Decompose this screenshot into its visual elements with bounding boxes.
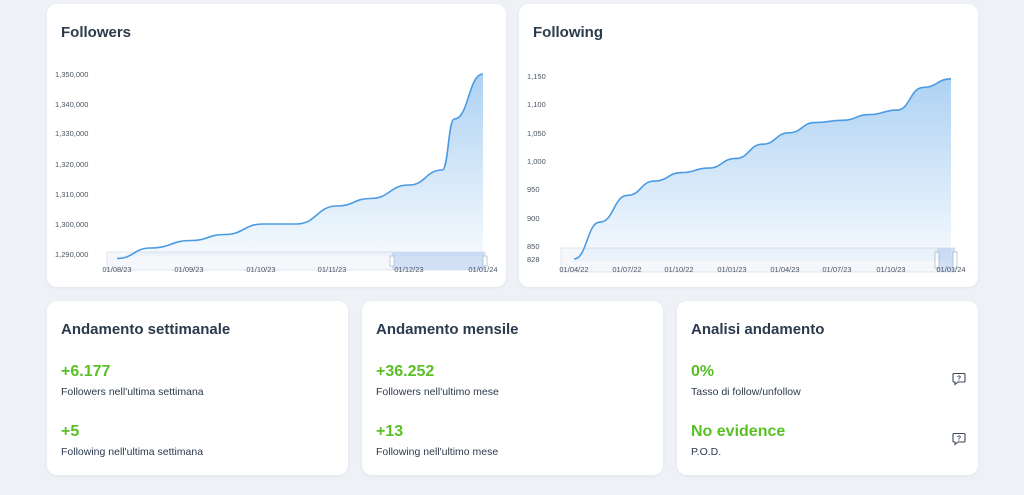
followers-series-line[interactable]	[116, 73, 484, 260]
x-tick-label: 01/04/23	[770, 265, 799, 274]
y-tick-label: 1,350,000	[55, 70, 88, 79]
x-tick-label: 01/01/24	[468, 265, 497, 274]
weekly-following-value: +5	[61, 423, 80, 440]
weekly-followers-label: Followers nell'ultima settimana	[61, 386, 204, 398]
monthly-following-value: +13	[376, 423, 404, 440]
x-tick-label: 01/10/23	[876, 265, 905, 274]
x-tick-label: 01/09/23	[174, 265, 203, 274]
follow-rate-value: 0%	[691, 363, 715, 380]
y-tick-label: 1,050	[527, 129, 546, 138]
followers-title: Followers	[61, 24, 132, 41]
analysis-card: Analisi andamento 0% Tasso di follow/unf…	[677, 301, 978, 475]
x-tick-label: 01/10/22	[664, 265, 693, 274]
x-tick-label: 01/01/23	[717, 265, 746, 274]
y-tick-label: 900	[527, 214, 540, 223]
range-handle-right[interactable]	[952, 251, 958, 269]
question-bubble-icon[interactable]: ?	[952, 432, 966, 446]
following-area	[574, 78, 951, 261]
monthly-title: Andamento mensile	[376, 321, 519, 338]
following-chart[interactable]: 828 850 900 950 1,000 1,050 1,100 1,150 01/04/22…	[519, 4, 978, 287]
y-tick-label: 1,000	[527, 157, 546, 166]
range-handle-right[interactable]	[482, 255, 488, 267]
following-card: Following 828 850 900 950 1,000 1,050 1,100 1,1…	[519, 4, 978, 287]
y-tick-label: 1,290,000	[55, 250, 88, 259]
weekly-followers-value: +6.177	[61, 363, 111, 380]
following-series-line[interactable]	[573, 78, 952, 260]
x-tick-label: 01/10/23	[246, 265, 275, 274]
x-tick-label: 01/08/23	[102, 265, 131, 274]
y-tick-label: 1,340,000	[55, 100, 88, 109]
y-tick-label: 1,320,000	[55, 160, 88, 169]
question-bubble-icon[interactable]: ?	[952, 372, 966, 386]
followers-area	[117, 74, 483, 259]
y-tick-label: 1,300,000	[55, 220, 88, 229]
x-tick-label: 01/07/22	[612, 265, 641, 274]
monthly-followers-label: Followers nell'ultimo mese	[376, 386, 499, 398]
x-tick-label: 01/04/22	[559, 265, 588, 274]
range-handle-left[interactable]	[389, 255, 395, 267]
pod-value: No evidence	[691, 423, 786, 440]
y-tick-label: 1,100	[527, 100, 546, 109]
svg-text:?: ?	[957, 435, 961, 442]
followers-chart[interactable]: 1,290,000 1,300,000 1,310,000 1,320,000 1,33…	[47, 4, 506, 287]
x-tick-label: 01/01/24	[936, 265, 965, 274]
follow-rate-label: Tasso di follow/unfollow	[691, 386, 801, 398]
analysis-title: Analisi andamento	[691, 321, 825, 338]
x-tick-label: 01/07/23	[822, 265, 851, 274]
monthly-followers-value: +36.252	[376, 363, 435, 380]
followers-card: Followers 1,290,000 1,300,000 1,310,000 1,3…	[47, 4, 506, 287]
y-tick-label: 1,330,000	[55, 129, 88, 138]
y-tick-label: 1,150	[527, 72, 546, 81]
y-tick-label: 1,310,000	[55, 190, 88, 199]
following-title: Following	[533, 24, 603, 41]
x-tick-label: 01/12/23	[394, 265, 423, 274]
x-tick-label: 01/11/23	[318, 265, 347, 274]
y-tick-label: 828	[527, 255, 540, 264]
weekly-trend-card: Andamento settimanale +6.177 Followers n…	[47, 301, 348, 475]
y-tick-label: 850	[527, 242, 540, 251]
y-tick-label: 950	[527, 185, 540, 194]
svg-text:?: ?	[957, 375, 961, 382]
monthly-following-label: Following nell'ultimo mese	[376, 446, 499, 458]
weekly-following-label: Following nell'ultima settimana	[61, 446, 204, 458]
weekly-title: Andamento settimanale	[61, 321, 231, 338]
monthly-trend-card: Andamento mensile +36.252 Followers nell…	[362, 301, 663, 475]
range-selection[interactable]	[392, 252, 485, 270]
pod-label: P.O.D.	[691, 446, 722, 458]
